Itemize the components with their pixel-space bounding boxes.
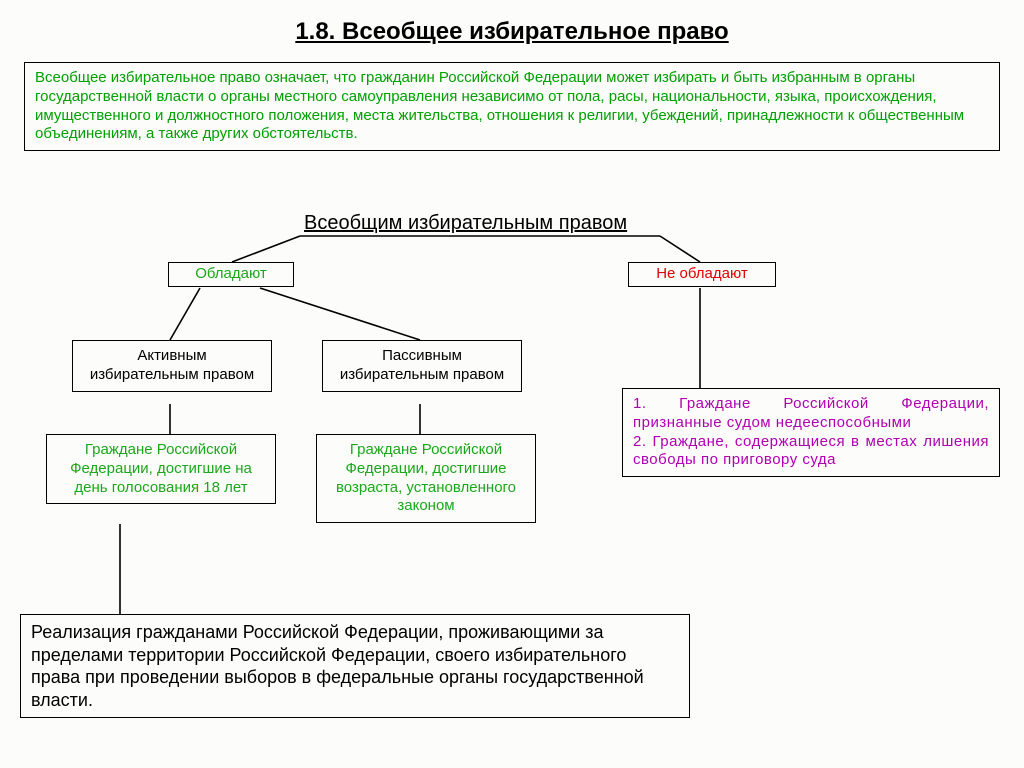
abroad-box: Реализация гражданами Российской Федерац… — [20, 614, 690, 718]
active-detail: Граждане Российской Федерации, достигшие… — [46, 434, 276, 504]
definition-box: Всеобщее избирательное право означает, ч… — [24, 62, 1000, 151]
not-have-detail: 1. Граждане Российской Федерации, призна… — [622, 388, 1000, 477]
section-label: Всеобщим избирательным правом — [300, 212, 631, 235]
page-title: 1.8. Всеобщее избирательное право — [0, 18, 1024, 46]
branch-not-have: Не обладают — [628, 262, 776, 287]
active-box: Активным избирательным правом — [72, 340, 272, 392]
branch-have: Обладают — [168, 262, 294, 287]
passive-box: Пассивным избирательным правом — [322, 340, 522, 392]
passive-detail: Граждане Российской Федерации, достигшие… — [316, 434, 536, 523]
